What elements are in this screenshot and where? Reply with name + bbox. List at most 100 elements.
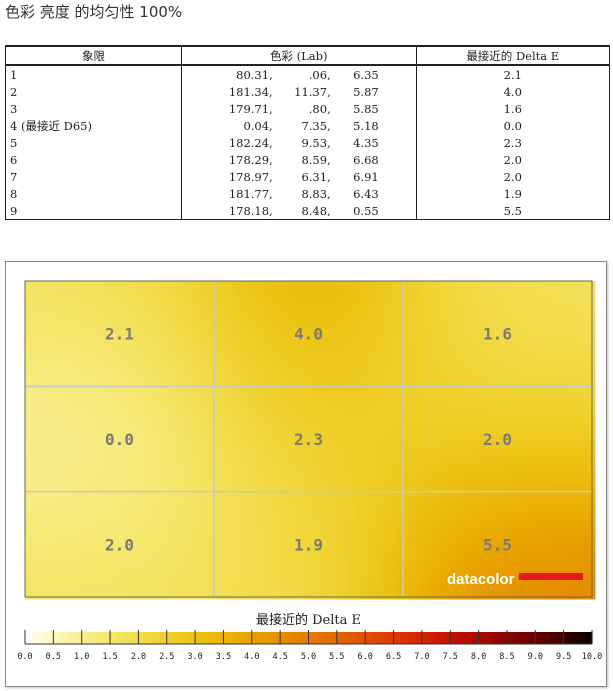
header-delta-e: 最接近的 Delta E	[415, 45, 611, 66]
quadrant-cell: 3	[5, 100, 182, 117]
colorbar-segment	[216, 632, 225, 644]
lab-b-value: 0.55	[353, 203, 379, 218]
colorbar-segment	[46, 632, 54, 644]
colorbar-segment	[223, 632, 232, 644]
lab-cell: 178.18, 8.48, 0.55	[180, 202, 417, 220]
lab-table: 象限 色彩 (Lab) 最接近的 Delta E 1 80.31, .06, 6.35…	[5, 45, 611, 220]
colorbar-segment	[485, 632, 494, 644]
lab-b-value: 6.35	[353, 67, 379, 82]
colorbar-tick-label: 8.5	[499, 652, 514, 662]
colorbar-tick-label: 2.0	[131, 652, 146, 662]
colorbar-segment	[124, 632, 132, 644]
colorbar-segment	[549, 632, 558, 644]
quadrant-cell: 4 (最接近 D65)	[5, 117, 182, 134]
delta-e-cell: 1.6	[415, 100, 611, 117]
colorbar-segment	[499, 632, 508, 644]
lab-cell: 181.77, 8.83, 6.43	[180, 185, 417, 202]
colorbar-segment	[74, 632, 83, 644]
lab-cell: 80.31, .06, 6.35	[180, 65, 417, 83]
table-row: 7 178.97, 6.31, 6.91 2.0	[5, 168, 611, 185]
colorbar-segment	[265, 632, 274, 644]
table-header-row: 象限 色彩 (Lab) 最接近的 Delta E	[5, 45, 611, 66]
quadrant-cell: 2	[5, 83, 182, 100]
colorbar-segment	[563, 632, 572, 644]
colorbar-segment	[542, 632, 551, 644]
colorbar-segment	[570, 632, 579, 644]
colorbar-tick-label: 5.5	[329, 652, 344, 662]
colorbar-segment	[528, 632, 536, 644]
colorbar-segment	[521, 632, 529, 644]
colorbar-segment	[88, 632, 97, 644]
colorbar-tick-label: 2.5	[159, 652, 174, 662]
colorbar-tick-label: 6.0	[358, 652, 373, 662]
quadrant-cell: 8	[5, 185, 182, 202]
colorbar-segment	[273, 632, 281, 644]
table-row: 5 182.24, 9.53, 4.35 2.3	[5, 134, 611, 151]
colorbar-tick-label: 10.0	[582, 652, 602, 662]
colorbar-segment	[379, 632, 388, 644]
colorbar-segment	[322, 632, 331, 644]
colorbar-segment	[464, 632, 473, 644]
colorbar-segment	[173, 632, 182, 644]
cell-value-label: 2.0	[105, 535, 134, 554]
colorbar-tick-label: 6.5	[386, 652, 401, 662]
quadrant-cell: 6	[5, 151, 182, 168]
cell-value-label: 2.1	[105, 325, 134, 344]
colorbar-segment	[450, 632, 458, 644]
lab-a-value: 8.83,	[301, 186, 331, 201]
lab-cell: 0.04, 7.35, 5.18	[180, 117, 417, 134]
lab-cell: 178.97, 6.31, 6.91	[180, 168, 417, 185]
table-row: 3 179.71, .80, 5.85 1.6	[5, 100, 611, 117]
colorbar-segment	[180, 632, 189, 644]
colorbar-segment	[95, 632, 104, 644]
colorbar-segment	[471, 632, 480, 644]
table-row: 8 181.77, 8.83, 6.43 1.9	[5, 185, 611, 202]
colorbar-segment	[358, 632, 366, 644]
lab-l-value: 178.97,	[228, 169, 273, 184]
lab-a-value: 8.59,	[301, 152, 331, 167]
colorbar-segment	[102, 632, 111, 644]
datacolor-logo-bar	[519, 573, 583, 580]
colorbar-segment	[343, 632, 352, 644]
colorbar-tick-label: 7.5	[443, 652, 458, 662]
delta-e-cell: 0.0	[415, 117, 611, 134]
cell-value-label: 0.0	[105, 430, 134, 449]
lab-l-value: 181.34,	[228, 84, 273, 99]
table-row: 2 181.34, 11.37, 5.87 4.0	[5, 83, 611, 100]
colorbar-segment	[386, 632, 395, 644]
colorbar-tick-label: 5.0	[301, 652, 316, 662]
cell-value-label: 1.6	[483, 325, 512, 344]
lab-b-value: 5.87	[353, 84, 379, 99]
lab-cell: 182.24, 9.53, 4.35	[180, 134, 417, 151]
colorbar-title: 最接近的 Delta E	[256, 612, 361, 628]
quadrant-cell: 5	[5, 134, 182, 151]
lab-a-value: 6.31,	[301, 169, 331, 184]
header-quadrant: 象限	[5, 45, 182, 66]
colorbar-tick-label: 4.5	[272, 652, 287, 662]
colorbar-segment	[365, 632, 373, 644]
colorbar-segment	[53, 632, 62, 644]
lab-a-value: 8.48,	[301, 203, 331, 218]
colorbar-tick-label: 3.0	[187, 652, 202, 662]
colorbar-tick-label: 0.0	[17, 652, 32, 662]
colorbar-segment	[351, 632, 359, 644]
colorbar-segment	[258, 632, 267, 644]
uniformity-chart-panel: 2.1 4.0 1.6 0.0 2.3 2.0 2.0 1.9 5.5 datacolor 最接近的…	[5, 261, 607, 687]
cell-value-label: 2.3	[294, 430, 323, 449]
uniformity-heatmap: 2.1 4.0 1.6 0.0 2.3 2.0 2.0 1.9 5.5 datacolor 最接近的…	[17, 280, 602, 662]
colorbar-segment	[152, 632, 161, 644]
header-color-lab: 色彩 (Lab)	[180, 45, 417, 66]
lab-cell: 178.29, 8.59, 6.68	[180, 151, 417, 168]
cell-value-label: 2.0	[483, 430, 512, 449]
lab-b-value: 5.18	[353, 118, 379, 133]
lab-l-value: 182.24,	[228, 135, 273, 150]
colorbar-segment	[166, 632, 175, 644]
lab-b-value: 6.91	[353, 169, 379, 184]
colorbar-tick-label: 1.5	[102, 652, 117, 662]
colorbar-segment	[336, 632, 345, 644]
colorbar-segment	[110, 632, 118, 644]
table-row: 4 (最接近 D65) 0.04, 7.35, 5.18 0.0	[5, 117, 611, 134]
colorbar-segment	[294, 632, 303, 644]
colorbar-segment	[514, 632, 522, 644]
lab-b-value: 4.35	[353, 135, 379, 150]
